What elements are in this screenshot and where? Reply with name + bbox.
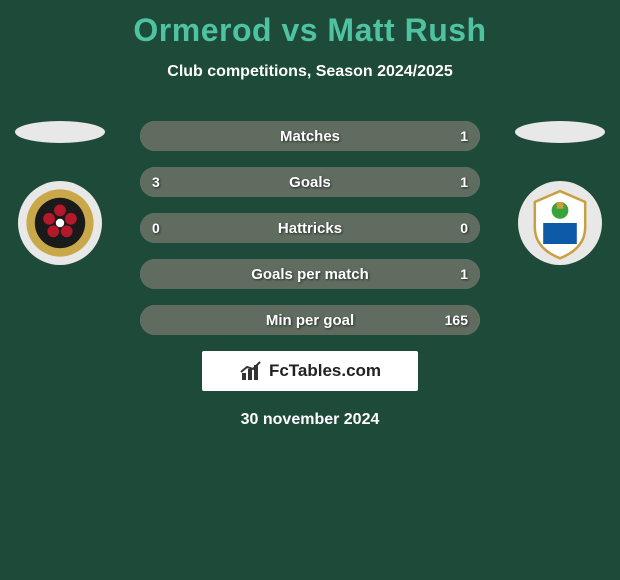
player-left-oval [15, 121, 105, 143]
page-title: Ormerod vs Matt Rush [0, 0, 620, 49]
stat-label: Matches [280, 128, 340, 145]
stat-fill-left [140, 167, 395, 197]
stat-value-left: 0 [152, 220, 160, 236]
stat-value-right: 1 [460, 174, 468, 190]
stat-value-right: 1 [460, 266, 468, 282]
stat-value-right: 0 [460, 220, 468, 236]
brand-box: FcTables.com [202, 351, 418, 391]
crest-left-icon [18, 181, 102, 265]
footer-date: 30 november 2024 [0, 411, 620, 429]
stat-value-right: 1 [460, 128, 468, 144]
stat-row: Goals per match 1 [140, 259, 480, 289]
stat-bars: Matches 1 Goals 3 1 Hattricks 0 0 Goals per matc… [140, 121, 480, 335]
player-right-crest [518, 181, 602, 265]
stat-row: Goals 3 1 [140, 167, 480, 197]
stat-value-right: 165 [445, 312, 468, 328]
stat-label: Min per goal [266, 312, 354, 329]
stat-row: Matches 1 [140, 121, 480, 151]
comparison-panel: Matches 1 Goals 3 1 Hattricks 0 0 Goals per matc… [0, 121, 620, 335]
stat-value-left: 3 [152, 174, 160, 190]
player-left-crest [18, 181, 102, 265]
player-right-oval [515, 121, 605, 143]
stat-row: Min per goal 165 [140, 305, 480, 335]
subtitle: Club competitions, Season 2024/2025 [0, 63, 620, 81]
brand-chart-icon [239, 359, 263, 383]
brand-text: FcTables.com [269, 361, 381, 381]
stat-label: Hattricks [278, 220, 342, 237]
stat-label: Goals [289, 174, 331, 191]
stat-row: Hattricks 0 0 [140, 213, 480, 243]
stat-label: Goals per match [251, 266, 369, 283]
crest-right-icon [518, 181, 602, 265]
